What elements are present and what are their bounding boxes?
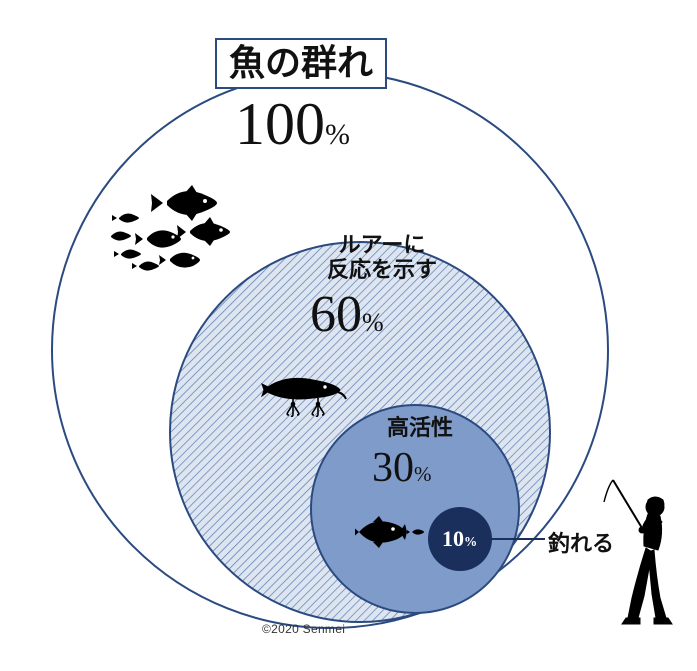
value-60: 60% (310, 285, 384, 344)
copyright-text: ©2020 Senmei (262, 622, 345, 636)
value-30-number: 30 (372, 445, 414, 491)
angler-icon (598, 478, 683, 628)
label-mid-line2: 反応を示す (327, 257, 437, 282)
lure-icon (258, 368, 348, 418)
value-100: 100% (235, 90, 350, 159)
diagram-stage: 魚の群れ 100% ルアーに 反応を示す 60% 高活性 30% 10% 釣れる… (0, 0, 697, 671)
label-inner: 高活性 (375, 415, 465, 440)
label-mid-line1: ルアーに (339, 232, 426, 257)
percent-sign: % (464, 534, 477, 549)
value-10: 10% (442, 526, 477, 552)
label-mid: ルアーに 反応を示す (302, 232, 462, 283)
fish-school-icon (110, 180, 255, 280)
percent-sign: % (414, 462, 432, 486)
title-box: 魚の群れ (215, 38, 387, 89)
fish-chase-icon (355, 512, 425, 552)
value-10-number: 10 (442, 526, 464, 551)
value-30: 30% (372, 444, 432, 492)
value-60-number: 60 (310, 286, 362, 343)
percent-sign: % (362, 308, 384, 337)
percent-sign: % (325, 118, 350, 151)
value-100-number: 100 (235, 91, 325, 157)
